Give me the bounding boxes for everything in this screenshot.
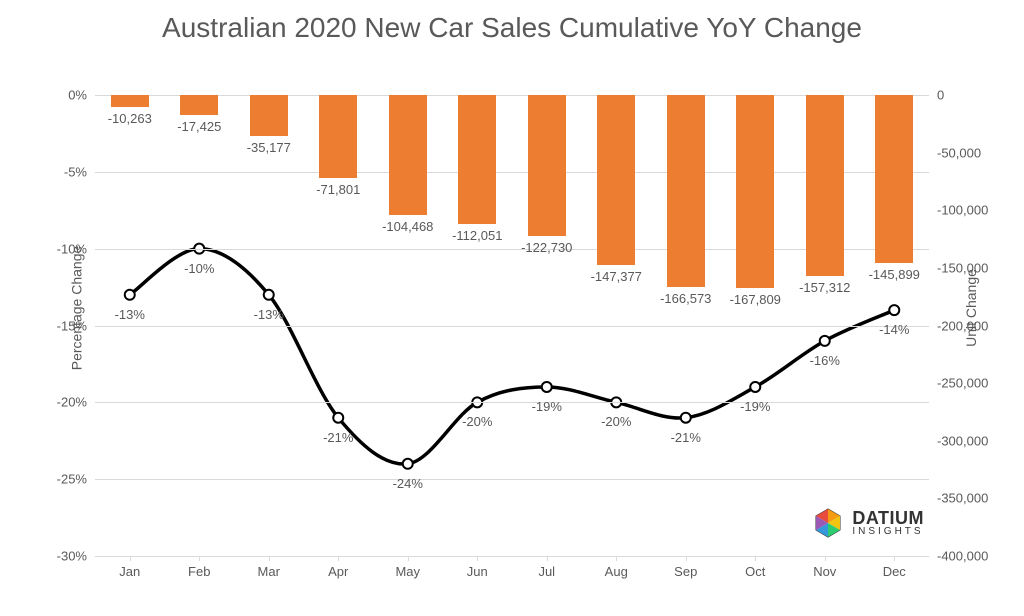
datium-logo: DATIUM INSIGHTS (810, 505, 924, 541)
x-tickmark (547, 556, 548, 561)
x-tickmark (616, 556, 617, 561)
line-marker (403, 459, 413, 469)
bar-value-label: -35,177 (247, 140, 291, 155)
logo-main-text: DATIUM (852, 509, 924, 527)
x-tickmark (894, 556, 895, 561)
line-value-label: -24% (393, 476, 423, 491)
line-marker (681, 413, 691, 423)
chart-container: Australian 2020 New Car Sales Cumulative… (0, 0, 1024, 616)
bar (667, 95, 705, 287)
line-marker (333, 413, 343, 423)
line-marker (125, 290, 135, 300)
y-right-tick: -200,000 (929, 318, 988, 333)
bar (806, 95, 844, 276)
line-value-label: -20% (462, 414, 492, 429)
y-right-tick: 0 (929, 88, 944, 103)
line-value-label: -14% (879, 322, 909, 337)
bar-value-label: -145,899 (869, 267, 920, 282)
chart-title: Australian 2020 New Car Sales Cumulative… (0, 0, 1024, 45)
bar-value-label: -10,263 (108, 111, 152, 126)
bar (875, 95, 913, 263)
bar-value-label: -71,801 (316, 182, 360, 197)
bar (458, 95, 496, 224)
x-tickmark (269, 556, 270, 561)
bar (180, 95, 218, 115)
bar-value-label: -104,468 (382, 219, 433, 234)
line-marker (542, 382, 552, 392)
logo-text: DATIUM INSIGHTS (852, 509, 924, 537)
line-marker (820, 336, 830, 346)
bar-value-label: -166,573 (660, 291, 711, 306)
line-value-label: -19% (740, 399, 770, 414)
bar (528, 95, 566, 236)
line-value-label: -21% (323, 430, 353, 445)
y-right-tick: -150,000 (929, 260, 988, 275)
line-value-label: -21% (671, 430, 701, 445)
line-marker (264, 290, 274, 300)
gridline (95, 556, 929, 557)
y-left-tick: -20% (57, 395, 95, 410)
y-left-tick: 0% (68, 88, 95, 103)
line-value-label: -19% (532, 399, 562, 414)
bar-value-label: -122,730 (521, 240, 572, 255)
line-marker (889, 305, 899, 315)
y-right-tick: -50,000 (929, 145, 981, 160)
y-left-tick: -5% (64, 164, 95, 179)
x-tickmark (755, 556, 756, 561)
line-path (130, 249, 895, 464)
gridline (95, 249, 929, 250)
line-value-label: -16% (810, 353, 840, 368)
y-right-tick: -250,000 (929, 376, 988, 391)
x-tickmark (686, 556, 687, 561)
bar (250, 95, 288, 136)
y-left-tick: -30% (57, 549, 95, 564)
y-right-tick: -400,000 (929, 549, 988, 564)
y-left-tick: -25% (57, 472, 95, 487)
bar-value-label: -147,377 (591, 269, 642, 284)
line-value-label: -20% (601, 414, 631, 429)
line-value-label: -13% (115, 307, 145, 322)
bar (389, 95, 427, 215)
gridline (95, 95, 929, 96)
x-tickmark (408, 556, 409, 561)
bar-value-label: -157,312 (799, 280, 850, 295)
line-value-label: -10% (184, 261, 214, 276)
logo-sub-text: INSIGHTS (852, 527, 924, 537)
x-tickmark (199, 556, 200, 561)
bar-value-label: -17,425 (177, 119, 221, 134)
x-tickmark (825, 556, 826, 561)
y-left-tick: -10% (57, 241, 95, 256)
bar (319, 95, 357, 178)
gridline (95, 326, 929, 327)
plot-area: 0%-5%-10%-15%-20%-25%-30%0-50,000-100,00… (95, 95, 929, 556)
bar (736, 95, 774, 288)
bar (111, 95, 149, 107)
logo-icon (810, 505, 846, 541)
y-left-tick: -15% (57, 318, 95, 333)
x-tickmark (477, 556, 478, 561)
bar (597, 95, 635, 265)
gridline (95, 172, 929, 173)
x-tickmark (338, 556, 339, 561)
y-right-tick: -350,000 (929, 491, 988, 506)
y-right-tick: -100,000 (929, 203, 988, 218)
y-left-axis-label: Percentage Change (68, 246, 84, 371)
bar-value-label: -167,809 (730, 292, 781, 307)
y-right-tick: -300,000 (929, 433, 988, 448)
bar-value-label: -112,051 (452, 228, 502, 243)
line-value-label: -13% (254, 307, 284, 322)
line-marker (750, 382, 760, 392)
x-tickmark (130, 556, 131, 561)
y-right-axis-label: Unit Change (963, 269, 979, 347)
gridline (95, 402, 929, 403)
gridline (95, 479, 929, 480)
